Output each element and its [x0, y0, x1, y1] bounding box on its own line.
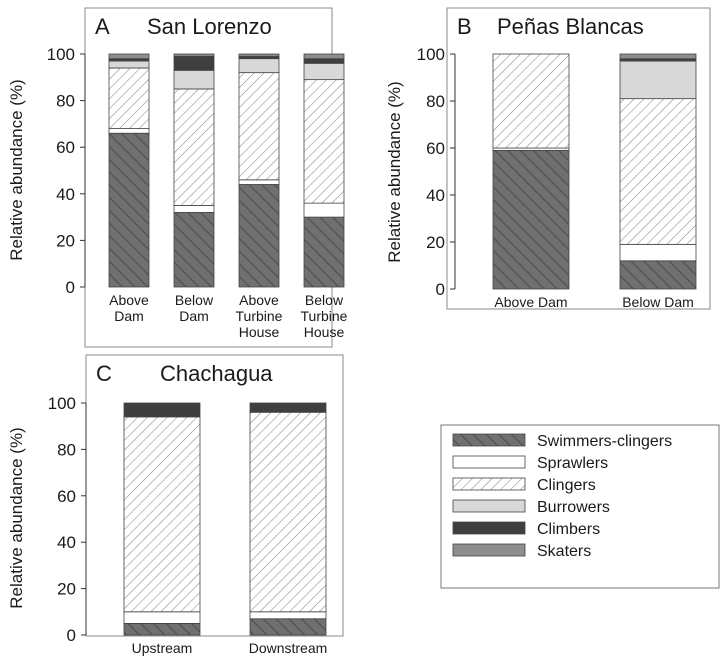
y-tick-label: 60	[426, 139, 445, 158]
panel-title: Chachagua	[160, 361, 273, 386]
panel-frame	[446, 7, 711, 310]
y-tick-label: 100	[48, 394, 76, 413]
bar-climbers	[249, 402, 327, 413]
legend-label-clingers: Clingers	[537, 477, 596, 494]
bar-swimmers-clingers	[619, 260, 697, 290]
x-tick-label: House	[304, 324, 345, 340]
bar-clingers	[123, 416, 201, 613]
x-tick-label: Turbine	[301, 308, 348, 324]
bar-swimmers-clingers	[249, 618, 327, 636]
panel-label: B	[457, 14, 472, 39]
y-tick-label: 40	[56, 185, 75, 204]
legend-label-skaters: Skaters	[537, 543, 591, 560]
x-tick-label: Turbine	[236, 308, 283, 324]
bar-burrowers	[303, 62, 345, 81]
y-tick-label: 40	[426, 186, 445, 205]
bar-clingers	[108, 67, 150, 129]
panel-b: B Peñas Blancas 0 20 40 60 80 100 Relative abund…	[385, 7, 711, 310]
panel-title: San Lorenzo	[147, 14, 272, 39]
x-tick-label: Below	[175, 292, 214, 308]
bar-sprawlers	[619, 243, 697, 262]
bar-sprawlers	[303, 202, 345, 218]
bar-clingers	[303, 79, 345, 204]
x-tick-label: Above	[239, 292, 279, 308]
legend: Swimmers-clingers Sprawlers Clingers Burrow…	[440, 424, 720, 589]
y-tick-label: 0	[67, 626, 76, 645]
bar-swimmers-clingers	[492, 149, 570, 290]
legend-swatch-swimmers-clingers	[452, 433, 526, 447]
bar-skaters	[238, 53, 280, 57]
x-tick-label: Above	[109, 292, 149, 308]
legend-label-burrowers: Burrowers	[537, 499, 610, 516]
x-tick-label: Dam	[179, 308, 209, 324]
panel-title: Peñas Blancas	[497, 14, 644, 39]
y-axis-label: Relative abundance (%)	[385, 81, 404, 262]
bar-swimmers-clingers	[108, 132, 150, 288]
y-tick-label: 0	[436, 280, 445, 299]
x-tick-label: Below	[305, 292, 344, 308]
bar-clingers	[249, 411, 327, 613]
y-tick-label: 80	[56, 92, 75, 111]
panel-c: C Chachagua 0 20 40 60 80 100 Relative abundance…	[7, 354, 344, 656]
bar-sprawlers	[249, 611, 327, 620]
bar-swimmers-clingers	[123, 623, 201, 636]
x-tick-label: Below Dam	[622, 294, 694, 310]
legend-swatch-climbers	[452, 521, 526, 535]
panel-a: A San Lorenzo 0 20 40 60 80 100 Relative abundan…	[7, 7, 348, 348]
bar-swimmers-clingers	[238, 184, 280, 288]
y-axis-label: Relative abundance (%)	[7, 79, 26, 260]
y-tick-label: 100	[47, 45, 75, 64]
bar-clingers	[492, 53, 570, 149]
bar-sprawlers	[173, 205, 215, 213]
panels: A San Lorenzo 0 20 40 60 80 100 Relative abundan…	[7, 7, 711, 656]
bar-climbers	[173, 55, 215, 71]
bar-sprawlers	[238, 179, 280, 185]
legend-swatch-sprawlers	[452, 455, 526, 469]
bar-burrowers	[108, 60, 150, 69]
bar-sprawlers	[108, 128, 150, 134]
bar-climbers	[123, 402, 201, 418]
legend-label-climbers: Climbers	[537, 521, 600, 538]
bar-skaters	[303, 53, 345, 60]
legend-label-swimmers-clingers: Swimmers-clingers	[537, 433, 672, 450]
bar-skaters	[619, 53, 697, 60]
y-axis-label: Relative abundance (%)	[7, 427, 26, 608]
panel-label: A	[95, 14, 110, 39]
y-tick-label: 60	[57, 487, 76, 506]
y-tick-label: 0	[66, 278, 75, 297]
panel-label: C	[96, 361, 112, 386]
y-tick-label: 20	[56, 231, 75, 250]
bar-swimmers-clingers	[173, 212, 215, 288]
x-tick-label: Downstream	[249, 640, 328, 656]
x-tick-label: Dam	[114, 308, 144, 324]
legend-swatch-burrowers	[452, 499, 526, 513]
y-tick-label: 20	[57, 580, 76, 599]
legend-swatch-skaters	[452, 543, 526, 557]
y-tick-label: 80	[426, 92, 445, 111]
bar-burrowers	[173, 69, 215, 90]
bar-sprawlers	[123, 611, 201, 624]
bar-swimmers-clingers	[303, 216, 345, 288]
legend-swatch-clingers	[452, 477, 526, 491]
y-tick-label: 80	[57, 440, 76, 459]
y-tick-label: 60	[56, 138, 75, 157]
y-tick-label: 20	[426, 233, 445, 252]
legend-label-sprawlers: Sprawlers	[537, 455, 608, 472]
bar-clingers	[238, 72, 280, 181]
bar-clingers	[173, 88, 215, 206]
y-tick-label: 40	[57, 533, 76, 552]
bar-burrowers	[619, 60, 697, 100]
bar-skaters	[173, 53, 215, 57]
bar-climbers	[303, 58, 345, 64]
x-tick-label: Above Dam	[494, 294, 567, 310]
x-tick-label: Upstream	[132, 640, 193, 656]
x-tick-label: House	[239, 324, 280, 340]
bar-skaters	[108, 53, 150, 60]
y-tick-label: 100	[417, 45, 445, 64]
bar-clingers	[619, 98, 697, 245]
bar-burrowers	[238, 58, 280, 74]
